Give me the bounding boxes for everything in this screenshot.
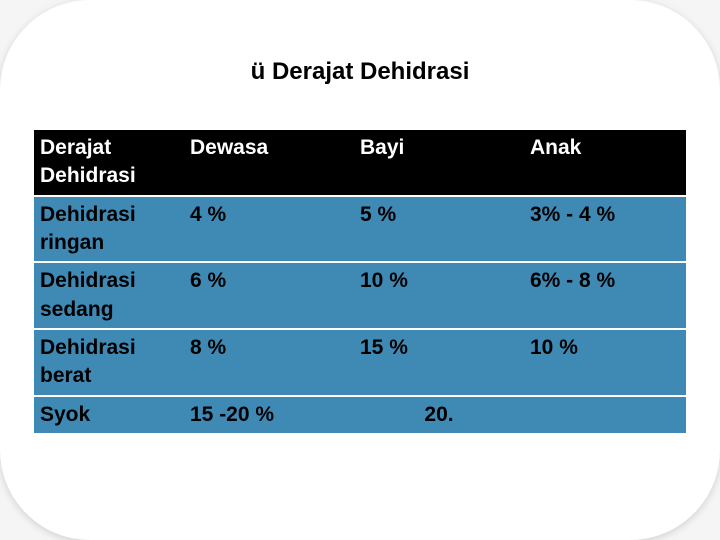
table-header-row: Derajat Dehidrasi Dewasa Bayi Anak	[34, 130, 686, 196]
cell: 6% - 8 %	[524, 262, 686, 329]
title-text: Derajat Dehidrasi	[272, 58, 469, 85]
cell: 15 -20 %	[184, 396, 354, 433]
cell: 8 %	[184, 329, 354, 396]
check-icon: ü	[251, 58, 266, 85]
cell: 10 %	[524, 329, 686, 396]
table-row: Dehidrasi sedang 6 % 10 % 6% - 8 %	[34, 262, 686, 329]
table-row: Dehidrasi ringan 4 % 5 % 3% - 4 %	[34, 196, 686, 263]
cell: Dehidrasi berat	[34, 329, 184, 396]
cell: 10 %	[354, 262, 524, 329]
slide-title: ü Derajat Dehidrasi	[0, 58, 720, 86]
cell: 4 %	[184, 196, 354, 263]
col-header-derajat: Derajat Dehidrasi	[34, 130, 184, 196]
table-row: Dehidrasi berat 8 % 15 % 10 %	[34, 329, 686, 396]
cell	[524, 396, 686, 433]
col-header-anak: Anak	[524, 130, 686, 196]
cell: Dehidrasi sedang	[34, 262, 184, 329]
cell: 20.	[354, 396, 524, 433]
col-header-dewasa: Dewasa	[184, 130, 354, 196]
col-header-bayi: Bayi	[354, 130, 524, 196]
dehidrasi-table: Derajat Dehidrasi Dewasa Bayi Anak Dehid…	[34, 130, 686, 433]
table: Derajat Dehidrasi Dewasa Bayi Anak Dehid…	[34, 130, 686, 433]
cell: Syok	[34, 396, 184, 433]
cell: 3% - 4 %	[524, 196, 686, 263]
cell: 6 %	[184, 262, 354, 329]
table-row: Syok 15 -20 % 20.	[34, 396, 686, 433]
cell: 15 %	[354, 329, 524, 396]
cell: 5 %	[354, 196, 524, 263]
cell: Dehidrasi ringan	[34, 196, 184, 263]
